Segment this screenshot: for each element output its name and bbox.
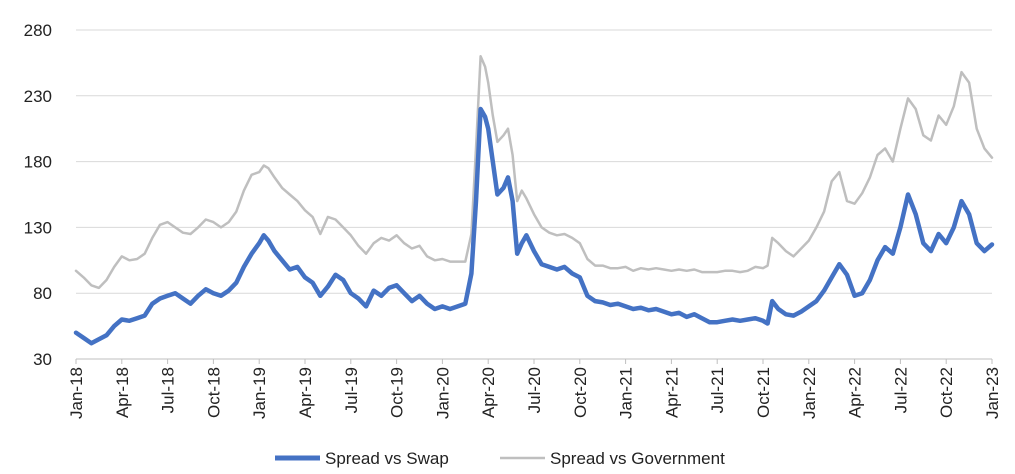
x-tick-label: Jul-19: [342, 367, 361, 413]
x-tick-label: Jul-21: [708, 367, 727, 413]
x-tick-label: Jan-18: [67, 367, 86, 419]
x-tick-label: Apr-18: [113, 367, 132, 418]
x-tick-label: Jul-20: [525, 367, 544, 413]
y-tick-label: 230: [24, 87, 52, 106]
x-tick-label: Jan-19: [250, 367, 269, 419]
series-line-swap: [73, 106, 995, 346]
gridlines: [76, 29, 992, 360]
axes: 30 80 130 180 230 280 Jan-18 Apr-18 Jul-18 Oct-18…: [24, 21, 1002, 419]
x-tick-label: Oct-19: [388, 367, 407, 418]
x-tick-label: Jan-23: [983, 367, 1002, 419]
x-tick-label: Jan-20: [433, 367, 452, 419]
legend-label-government: Spread vs Government: [550, 449, 725, 468]
legend-label-swap: Spread vs Swap: [325, 449, 449, 468]
series-line-government: [74, 55, 994, 290]
legend: Spread vs Swap Spread vs Government: [275, 449, 725, 468]
x-tick-label: Jul-22: [891, 367, 910, 413]
y-tick-label: 80: [33, 284, 52, 303]
x-tick-label: Apr-22: [846, 367, 865, 418]
x-tick-label: Jan-21: [617, 367, 636, 419]
x-tick-label: Apr-20: [479, 367, 498, 418]
x-tick-label: Apr-19: [296, 367, 315, 418]
y-tick-label: 180: [24, 153, 52, 172]
x-tick-label: Jul-18: [159, 367, 178, 413]
x-tick-label: Jan-22: [800, 367, 819, 419]
x-tick-label: Oct-20: [571, 367, 590, 418]
series-lines: [73, 55, 995, 346]
y-tick-label: 280: [24, 21, 52, 40]
x-tick-label: Oct-21: [754, 367, 773, 418]
x-tick-label: Oct-22: [937, 367, 956, 418]
x-tick-label: Apr-21: [662, 367, 681, 418]
y-tick-label: 30: [33, 350, 52, 369]
x-tick-label: Oct-18: [204, 367, 223, 418]
y-tick-label: 130: [24, 218, 52, 237]
